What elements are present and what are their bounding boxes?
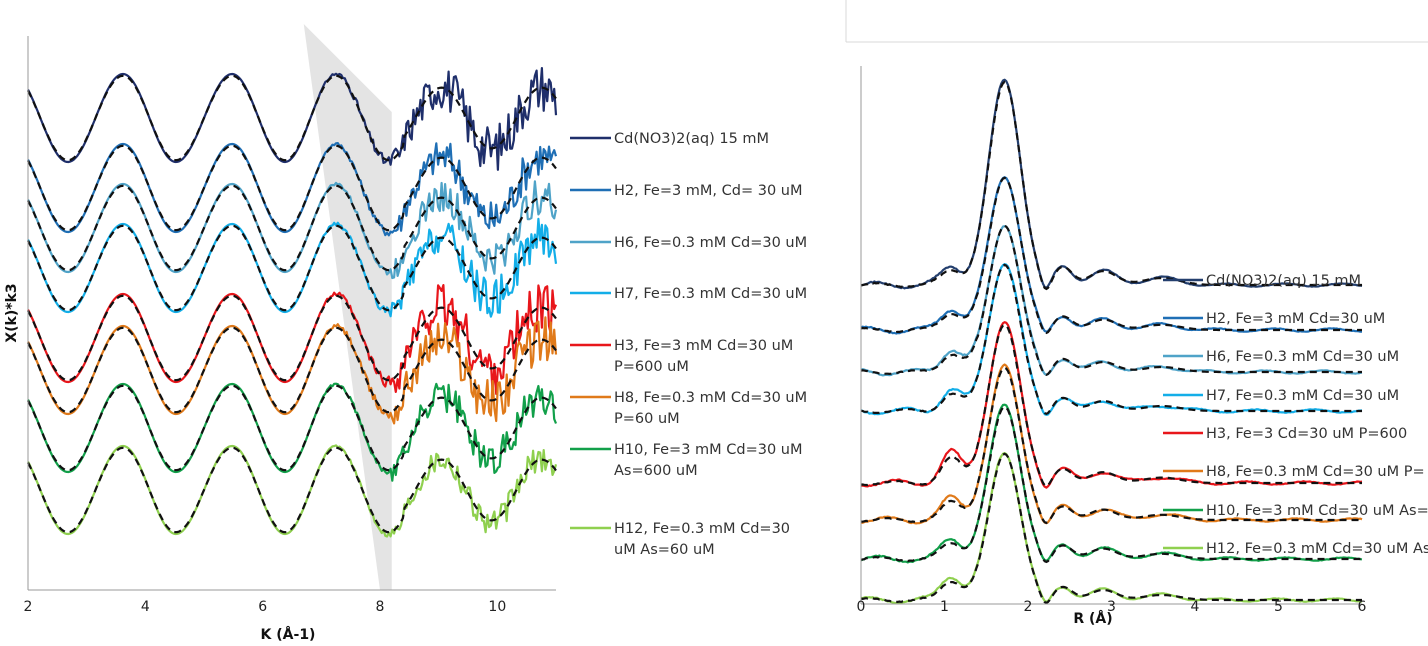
legend-label: H2, Fe=3 mM Cd=30 uM: [1206, 311, 1385, 327]
series-line: [860, 403, 1363, 564]
x-tick-labels: 2 4 6 8 10: [24, 599, 507, 615]
legend-label: H7, Fe=0.3 mM Cd=30 uM: [1206, 388, 1399, 404]
fit-line: [27, 74, 557, 162]
x-axis-title: K (Å-1): [261, 626, 316, 643]
fit-line: [860, 366, 1362, 525]
legend-label: uM As=60 uM: [614, 542, 715, 558]
right-panel-frame: [845, 0, 1428, 43]
fit-line: [27, 446, 557, 534]
x-tick-label: 0: [857, 599, 866, 615]
y-axis-title: X(k)*k3: [4, 283, 20, 342]
fit-line: [860, 452, 1362, 605]
series-line: [860, 263, 1363, 416]
legend-label: P=60 uM: [614, 411, 680, 427]
legend-label: H3, Fe=3 Cd=30 uM P=600: [1206, 426, 1407, 442]
x-tick-label: 5: [1274, 599, 1283, 615]
series-line: [27, 142, 558, 237]
x-tick-label: 8: [376, 599, 385, 615]
legend-label: As=600 uM: [614, 463, 698, 479]
fit-line: [860, 176, 1362, 335]
r-space-chart: 0 1 2 3 4 5 6 R (Å) Cd(NO3)2(aq) 15 mM H2, Fe=3…: [857, 66, 1428, 627]
legend-label: H7, Fe=0.3 mM Cd=30 uM: [614, 286, 807, 302]
legend-label: H10, Fe=3 mM Cd=30 uM: [614, 442, 803, 458]
legend-label: H10, Fe=3 mM Cd=30 uM As=: [1206, 503, 1428, 519]
k-space-legend: Cd(NO3)2(aq) 15 mM H2, Fe=3 mM, Cd= 30 uM…: [570, 131, 807, 558]
fit-line: [860, 323, 1362, 488]
series-line: [860, 78, 1363, 290]
legend-label: H8, Fe=0.3 mM Cd=30 uM P=: [1206, 464, 1425, 480]
x-tick-label: 6: [1358, 599, 1367, 615]
k-space-chart: 2 4 6 8 10 K (Å-1) X(k)*k3 Cd(NO3)2(aq) 15 m…: [4, 24, 807, 643]
fit-line: [27, 184, 557, 272]
legend-label: H6, Fe=0.3 mM Cd=30 uM: [1206, 349, 1399, 365]
fit-line: [27, 144, 557, 232]
series-line: [860, 363, 1363, 525]
r-space-curves: [860, 78, 1363, 605]
series-line: [27, 67, 558, 171]
series-line: [27, 217, 558, 318]
fit-line: [27, 326, 557, 414]
fit-line: [860, 405, 1362, 564]
fit-line: [860, 224, 1362, 377]
fit-line: [27, 224, 557, 312]
x-tick-labels: 0 1 2 3 4 5 6: [857, 599, 1367, 615]
x-axis-title: R (Å): [1073, 610, 1112, 627]
r-space-legend: Cd(NO3)2(aq) 15 mM H2, Fe=3 mM Cd=30 uM H6…: [1163, 273, 1428, 557]
x-tick-label: 3: [1107, 599, 1116, 615]
x-tick-label: 2: [24, 599, 33, 615]
k-space-curves: [27, 67, 558, 538]
x-tick-label: 1: [940, 599, 949, 615]
fit-line: [860, 263, 1362, 416]
series-line: [27, 316, 558, 425]
series-line: [27, 284, 558, 395]
legend-label: H12, Fe=0.3 mM Cd=30 uM As: [1206, 541, 1428, 557]
legend-label: Cd(NO3)2(aq) 15 mM: [614, 131, 769, 147]
fit-line: [27, 294, 557, 382]
series-line: [27, 180, 558, 280]
legend-label: H8, Fe=0.3 mM Cd=30 uM: [614, 390, 807, 406]
fit-line: [860, 80, 1362, 291]
x-tick-label: 4: [1191, 599, 1200, 615]
fit-line: [27, 384, 557, 472]
x-tick-label: 10: [488, 599, 506, 615]
x-tick-label: 4: [141, 599, 150, 615]
series-line: [27, 444, 558, 538]
series-line: [27, 382, 558, 482]
legend-label: H3, Fe=3 mM Cd=30 uM: [614, 338, 793, 354]
legend-label: H12, Fe=0.3 mM Cd=30: [614, 521, 790, 537]
x-tick-label: 2: [1024, 599, 1033, 615]
legend-label: P=600 uM: [614, 359, 689, 375]
legend-label: Cd(NO3)2(aq) 15 mM: [1206, 273, 1361, 289]
legend-label: H6, Fe=0.3 mM Cd=30 uM: [614, 235, 807, 251]
x-tick-label: 6: [258, 599, 267, 615]
legend-label: H2, Fe=3 mM, Cd= 30 uM: [614, 183, 803, 199]
